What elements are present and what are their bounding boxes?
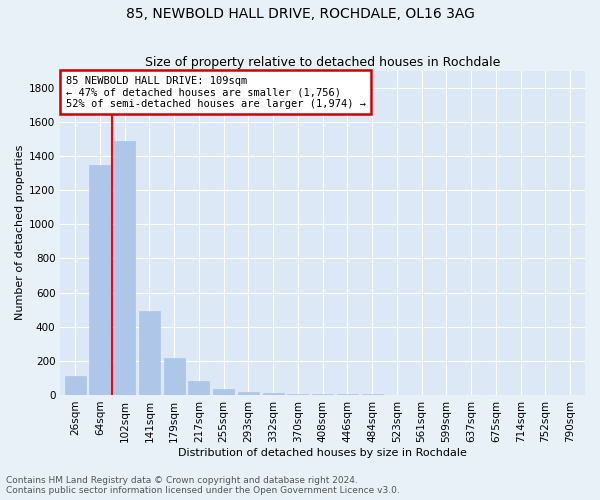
Bar [312, 394, 333, 395]
Text: 85, NEWBOLD HALL DRIVE, ROCHDALE, OL16 3AG: 85, NEWBOLD HALL DRIVE, ROCHDALE, OL16 3… [125, 8, 475, 22]
Bar [65, 376, 86, 395]
Bar [139, 312, 160, 395]
Text: Contains HM Land Registry data © Crown copyright and database right 2024.
Contai: Contains HM Land Registry data © Crown c… [6, 476, 400, 495]
Bar [263, 394, 284, 395]
Title: Size of property relative to detached houses in Rochdale: Size of property relative to detached ho… [145, 56, 500, 70]
Bar [287, 394, 308, 395]
Bar [362, 394, 383, 395]
Text: 85 NEWBOLD HALL DRIVE: 109sqm
← 47% of detached houses are smaller (1,756)
52% o: 85 NEWBOLD HALL DRIVE: 109sqm ← 47% of d… [65, 76, 365, 108]
Bar [213, 389, 234, 395]
Bar [188, 382, 209, 395]
Bar [114, 140, 135, 395]
Bar [89, 164, 110, 395]
Bar [337, 394, 358, 395]
Bar [164, 358, 185, 395]
X-axis label: Distribution of detached houses by size in Rochdale: Distribution of detached houses by size … [178, 448, 467, 458]
Bar [238, 392, 259, 395]
Y-axis label: Number of detached properties: Number of detached properties [15, 145, 25, 320]
